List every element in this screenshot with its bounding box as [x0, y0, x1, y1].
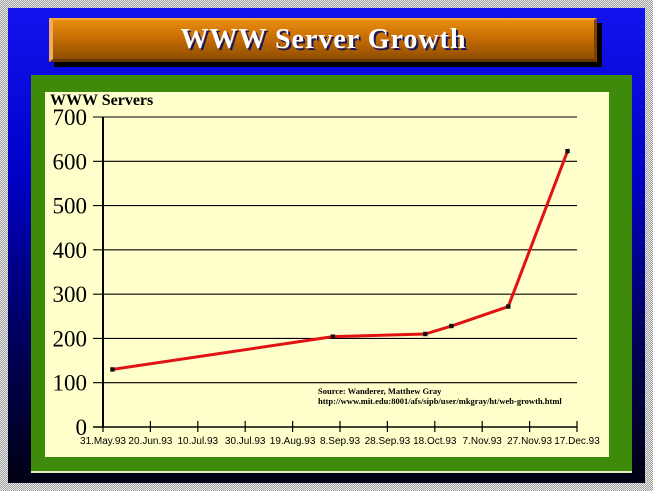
y-tick-label: 300 [53, 282, 88, 307]
x-tick-label: 30.Jul.93 [225, 436, 266, 447]
x-tick-label: 10.Jul.93 [178, 436, 219, 447]
y-tick-label: 100 [53, 371, 88, 396]
data-point-marker [423, 331, 428, 337]
x-tick-label: 19.Aug.93 [270, 436, 316, 447]
slide-title: WWW Server Growth [180, 23, 467, 55]
x-tick-label: 8.Sep.93 [320, 436, 360, 447]
source-line2: http://www.mit.edu:8001/afs/sipb/user/mk… [318, 396, 562, 406]
x-tick-label: 27.Nov.93 [507, 436, 552, 447]
data-point-marker [110, 367, 115, 372]
x-tick-label: 31.May.93 [80, 436, 126, 447]
chart-title: WWW Servers [50, 92, 154, 109]
y-tick-label: 600 [53, 149, 88, 174]
data-point-marker [449, 323, 454, 329]
data-point-marker [330, 334, 336, 339]
data-point-marker [506, 304, 511, 309]
chart-panel: 0 100 200 300 400 500 600 700 31.May.93 20.Jun.93… [31, 75, 632, 473]
chart-area: 0 100 200 300 400 500 600 700 31.May.93 20.Jun.93… [45, 92, 609, 457]
x-tick-label: 17.Dec.93 [554, 436, 600, 447]
x-tick-label: 28.Sep.93 [365, 436, 411, 447]
source-line1: Source: Wanderer, Matthew Gray [318, 386, 442, 396]
y-tick-label: 200 [53, 326, 88, 351]
chart-plot: 0 100 200 300 400 500 600 700 31.May.93 20.Jun.93… [53, 105, 601, 447]
title-banner: WWW Server Growth [49, 18, 597, 62]
y-tick-label: 700 [53, 105, 88, 130]
data-point-marker [565, 148, 570, 154]
x-tick-label: 18.Oct.93 [413, 436, 457, 447]
y-tick-label: 400 [53, 238, 88, 263]
data-series-line [110, 149, 570, 371]
x-tick-label: 20.Jun.93 [128, 436, 172, 447]
y-tick-label: 500 [53, 194, 88, 219]
x-tick-label: 7.Nov.93 [463, 436, 503, 447]
y-tick-label: 0 [76, 415, 88, 440]
source-annotation: Source: Wanderer, Matthew Gray http://ww… [318, 386, 562, 406]
slide-background: WWW Server Growth 0 100 200 300 400 500 600 700… [8, 8, 645, 483]
